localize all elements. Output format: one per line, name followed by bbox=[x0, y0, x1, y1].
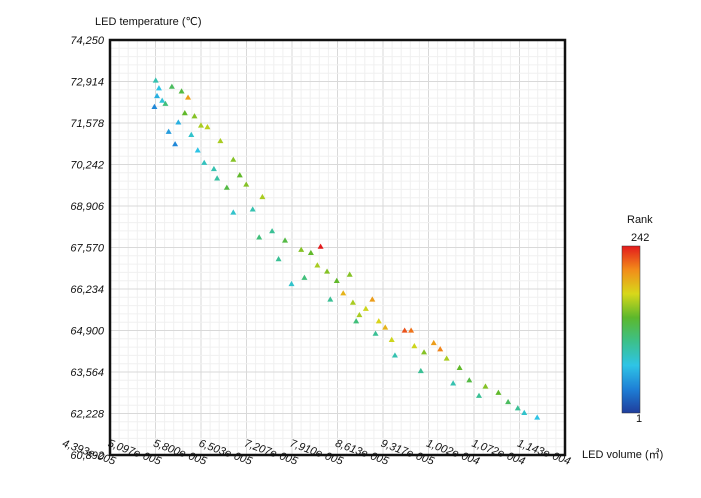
data-point bbox=[181, 110, 188, 116]
y-tick-label: 64,900 bbox=[70, 326, 105, 338]
data-point bbox=[243, 181, 250, 187]
data-point bbox=[217, 137, 224, 144]
data-point bbox=[288, 280, 295, 287]
data-point bbox=[450, 380, 457, 386]
y-tick-label: 60,892 bbox=[70, 450, 104, 462]
y-tick-label: 74,250 bbox=[70, 35, 105, 47]
data-point bbox=[301, 274, 308, 280]
y-tick-label: 66,234 bbox=[70, 284, 104, 296]
data-point bbox=[372, 330, 379, 336]
data-point bbox=[514, 405, 521, 411]
data-point bbox=[356, 311, 363, 318]
data-point bbox=[154, 92, 161, 99]
data-point bbox=[185, 94, 192, 100]
data-point bbox=[340, 290, 347, 296]
data-point bbox=[197, 122, 204, 128]
data-points bbox=[151, 77, 541, 420]
data-point bbox=[327, 296, 334, 302]
data-point bbox=[259, 193, 266, 200]
data-point bbox=[391, 352, 398, 358]
data-point bbox=[282, 237, 289, 243]
y-tick-label: 67,570 bbox=[70, 243, 105, 255]
data-point bbox=[159, 97, 166, 103]
data-point bbox=[151, 103, 158, 109]
data-point bbox=[188, 131, 195, 137]
data-point bbox=[314, 262, 321, 268]
data-point bbox=[388, 336, 395, 343]
data-point bbox=[275, 256, 282, 262]
data-point bbox=[230, 209, 237, 215]
data-point bbox=[421, 349, 428, 355]
data-point bbox=[349, 299, 356, 305]
data-point bbox=[317, 243, 324, 249]
data-point bbox=[165, 128, 172, 134]
data-point bbox=[204, 123, 211, 130]
data-point bbox=[168, 83, 175, 89]
data-point bbox=[256, 234, 263, 240]
data-point bbox=[401, 327, 408, 333]
legend-max-label: 242 bbox=[631, 232, 649, 244]
data-point bbox=[466, 377, 473, 383]
legend-min-label: 1 bbox=[636, 413, 642, 425]
data-point bbox=[210, 165, 217, 172]
legend-colorbar bbox=[621, 245, 641, 414]
data-point bbox=[269, 228, 276, 234]
data-point bbox=[443, 355, 450, 361]
data-point bbox=[175, 119, 182, 125]
data-point bbox=[194, 147, 201, 153]
data-point bbox=[521, 409, 528, 416]
data-point bbox=[375, 318, 382, 324]
plot-frame bbox=[108, 38, 567, 457]
y-tick-labels: 60,892 62,228 63,564 64,900 66,234 67,570 68,9… bbox=[70, 35, 105, 462]
data-point bbox=[408, 327, 415, 333]
data-point bbox=[369, 296, 376, 302]
data-point bbox=[353, 318, 360, 324]
y-tick-label: 68,906 bbox=[70, 201, 105, 213]
data-point bbox=[236, 172, 243, 178]
y-tick-label: 72,914 bbox=[70, 77, 104, 89]
data-point bbox=[201, 159, 208, 165]
data-point bbox=[214, 175, 221, 181]
data-point bbox=[362, 305, 369, 311]
data-point bbox=[172, 141, 179, 147]
data-point bbox=[230, 156, 237, 162]
data-point bbox=[430, 339, 437, 346]
data-point bbox=[298, 246, 305, 252]
x-axis-label: LED volume (㎥) bbox=[582, 448, 663, 461]
data-point bbox=[456, 364, 463, 370]
data-point bbox=[411, 343, 418, 349]
data-point bbox=[324, 268, 331, 274]
y-tick-label: 70,242 bbox=[70, 160, 104, 172]
data-point bbox=[437, 346, 444, 352]
data-point bbox=[417, 367, 424, 374]
data-point bbox=[534, 414, 541, 420]
data-point bbox=[482, 383, 489, 389]
data-point bbox=[476, 392, 483, 398]
data-point bbox=[178, 88, 185, 94]
y-axis-label: LED temperature (℃) bbox=[95, 16, 202, 28]
data-point bbox=[191, 113, 198, 119]
data-point bbox=[505, 398, 512, 405]
data-point bbox=[152, 77, 159, 83]
data-point bbox=[249, 206, 256, 212]
data-point bbox=[162, 100, 169, 106]
legend-title: Rank bbox=[627, 214, 653, 226]
data-point bbox=[495, 389, 502, 395]
data-point bbox=[382, 324, 389, 330]
data-point bbox=[346, 271, 353, 277]
y-tick-label: 71,578 bbox=[70, 118, 105, 130]
y-tick-label: 62,228 bbox=[70, 409, 105, 421]
data-point bbox=[155, 85, 162, 91]
data-point bbox=[333, 277, 340, 283]
y-tick-label: 63,564 bbox=[70, 367, 104, 379]
data-point bbox=[307, 249, 314, 256]
data-point bbox=[223, 184, 230, 190]
